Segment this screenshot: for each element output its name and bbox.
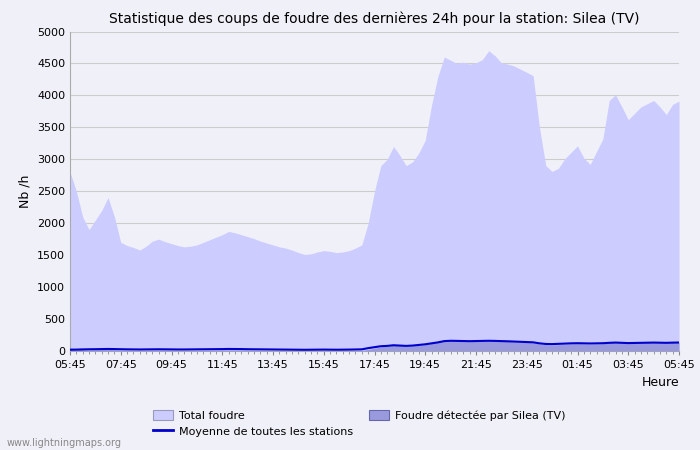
Text: www.lightningmaps.org: www.lightningmaps.org bbox=[7, 438, 122, 448]
X-axis label: Heure: Heure bbox=[641, 376, 679, 389]
Y-axis label: Nb /h: Nb /h bbox=[18, 175, 32, 208]
Title: Statistique des coups de foudre des dernières 24h pour la station: Silea (TV): Statistique des coups de foudre des dern… bbox=[109, 12, 640, 26]
Legend: Total foudre, Moyenne de toutes les stations, Foudre détectée par Silea (TV): Total foudre, Moyenne de toutes les stat… bbox=[148, 405, 570, 441]
